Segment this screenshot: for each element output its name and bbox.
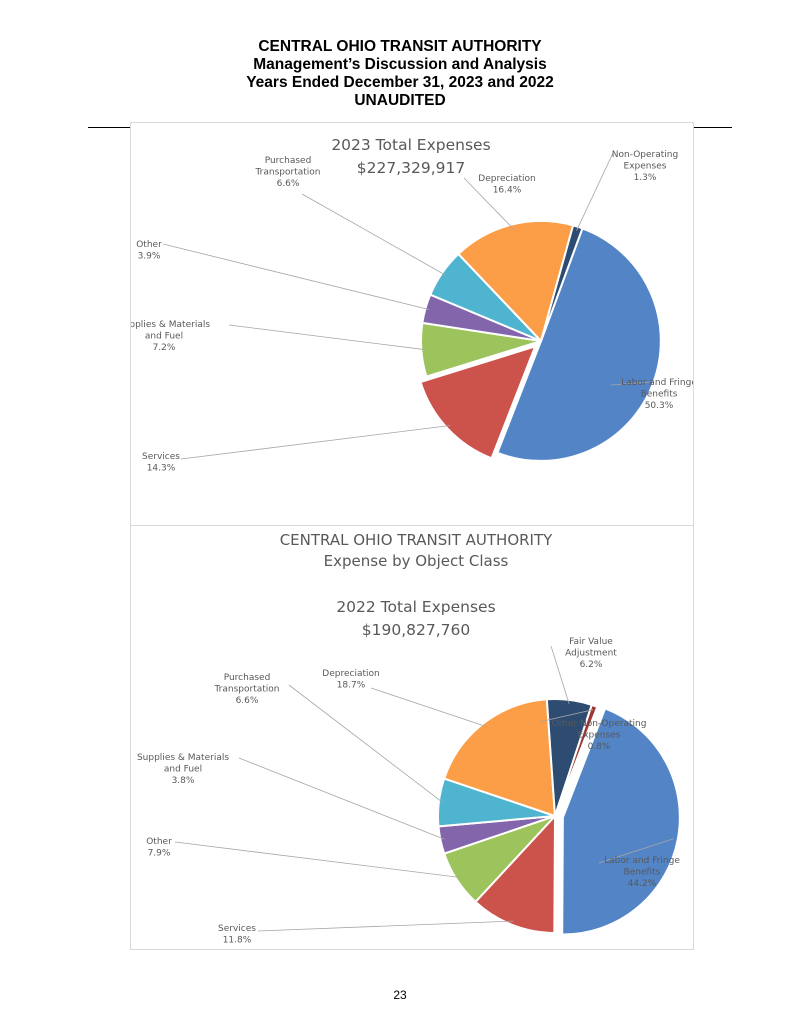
- page-header: CENTRAL OHIO TRANSIT AUTHORITY Managemen…: [0, 38, 800, 110]
- pie-label-fair-value-adjustment: Fair Value Adjustment 6.2%: [565, 637, 617, 670]
- leader-line-other: [162, 243, 430, 310]
- leader-line-non-operating-expenses: [576, 152, 614, 231]
- pie-label-labor-and-fringe-benefits: Labor and Fringe Benefits 50.3%: [621, 378, 693, 411]
- chart-subtitle-2023: $227,329,917: [357, 159, 465, 177]
- pie-label-purchased-transportation: Purchased Transportation 6.6%: [255, 156, 321, 189]
- pie-slice-depreciation: [442, 698, 557, 818]
- leader-line-supplies-and-materials-and-fuel: [238, 757, 445, 840]
- pie-slice-services: [474, 813, 557, 935]
- pie-labels: Labor and Fringe Benefits 50.3% Services 14.…: [131, 150, 693, 474]
- leader-line-purchased-transportation: [288, 684, 444, 803]
- leader-line-services: [257, 920, 514, 932]
- pie-slice-non-operating-expenses: [540, 224, 584, 342]
- chart-title-2022: 2022 Total Expenses: [336, 598, 495, 616]
- pie-labels: Labor and Fringe Benefits 44.2% Services 11.…: [137, 637, 680, 946]
- leader-line-labor-and-fringe-benefits: [598, 838, 675, 864]
- chart-subtitle-2022: $190,827,760: [362, 621, 470, 639]
- leader-line-other: [174, 841, 461, 878]
- chart-title-2023: 2023 Total Expenses: [331, 136, 490, 154]
- pie-label-other-non-operating-expenses: Other Non-Operating Expenses 0.8%: [552, 719, 647, 752]
- pie-label-supplies-and-materials-and-fuel: Supplies & Materials and Fuel 3.8%: [137, 753, 229, 786]
- header-org: CENTRAL OHIO TRANSIT AUTHORITY: [258, 38, 542, 55]
- page-number: 23: [393, 988, 407, 1002]
- leader-line-depreciation: [370, 687, 487, 727]
- pie-label-labor-and-fringe-benefits: Labor and Fringe Benefits 44.2%: [604, 856, 680, 889]
- pie-slices: [419, 220, 662, 462]
- pie-label-other: Other 7.9%: [146, 837, 172, 859]
- header-audit-status: UNAUDITED: [354, 92, 446, 109]
- leader-line-other-non-operating-expenses: [538, 709, 594, 723]
- header-rule-right: [694, 127, 732, 128]
- pie-label-depreciation: Depreciation 18.7%: [322, 669, 379, 691]
- pie-slice-depreciation: [456, 220, 575, 343]
- header-years: Years Ended December 31, 2023 and 2022: [246, 74, 554, 91]
- leader-line-fair-value-adjustment: [550, 645, 570, 705]
- pie-slice-labor-and-fringe-benefits: [561, 707, 681, 936]
- leader-line-depreciation: [463, 177, 514, 229]
- leader-line-purchased-transportation: [301, 193, 446, 276]
- leader-line-labor-and-fringe-benefits: [610, 381, 650, 386]
- chart-panel-2022: CENTRAL OHIO TRANSIT AUTHORITY Expense b…: [130, 525, 694, 950]
- pie-slice-labor-and-fringe-benefits: [496, 227, 662, 462]
- pie-slice-other-non-operating-expenses: [554, 703, 599, 817]
- pie-label-non-operating-expenses: Non-Operating Expenses 1.3%: [612, 150, 678, 183]
- pie-label-services: Services 11.8%: [218, 924, 256, 946]
- pie-label-depreciation: Depreciation 16.4%: [478, 174, 535, 196]
- header-section: Management’s Discussion and Analysis: [253, 56, 547, 73]
- pie-label-services: Services 14.3%: [142, 452, 180, 474]
- leader-line-supplies-and-materials-and-fuel: [228, 324, 426, 351]
- pie-label-other: Other 3.9%: [136, 240, 162, 262]
- pie-label-purchased-transportation: Purchased Transportation 6.6%: [214, 673, 280, 706]
- pie-slice-services: [419, 344, 537, 460]
- leader-line-services: [180, 425, 451, 460]
- chart-heading-org: CENTRAL OHIO TRANSIT AUTHORITY: [280, 531, 553, 549]
- pie-chart-2022: CENTRAL OHIO TRANSIT AUTHORITY Expense b…: [137, 531, 681, 946]
- pie-chart-2023: 2023 Total Expenses $227,329,917 Labor a…: [131, 136, 693, 474]
- header-rule-left: [88, 127, 130, 128]
- pie-slices: [437, 698, 681, 936]
- chart-panel-2023: 2023 Total Expenses $227,329,917 Labor a…: [130, 122, 694, 526]
- chart-heading-class: Expense by Object Class: [324, 552, 509, 570]
